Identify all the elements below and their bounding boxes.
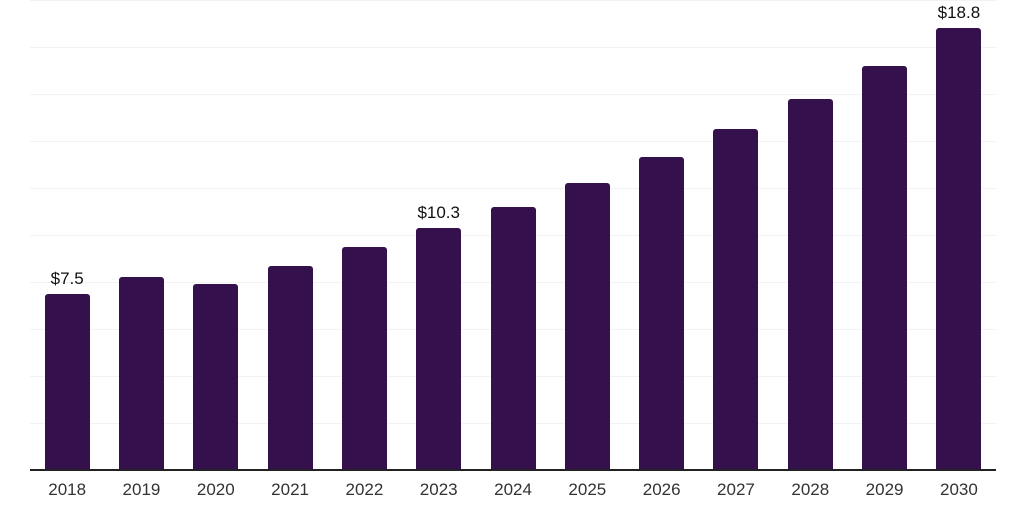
x-tick-label: 2029 <box>865 480 904 499</box>
bar-band <box>253 0 327 470</box>
bar-value-label: $10.3 <box>417 202 460 222</box>
bar: $18.8 <box>936 3 982 470</box>
x-tick-label: 2027 <box>717 480 755 499</box>
bar <box>639 157 685 470</box>
bar <box>490 206 536 470</box>
gridline <box>30 0 996 1</box>
bar <box>564 183 610 470</box>
bar-band <box>104 0 178 470</box>
bar: $10.3 <box>416 203 462 470</box>
bar-band: $18.8 <box>922 0 996 470</box>
bar-band <box>625 0 699 470</box>
x-tick-label: 2022 <box>345 480 384 499</box>
x-tick-label: 2028 <box>791 480 830 499</box>
bar-series: $7.5 $10.3 $18.8 <box>30 0 996 470</box>
x-tick-label: 2018 <box>48 480 87 499</box>
x-tick-label: 2030 <box>939 480 978 499</box>
x-tick-label: 2023 <box>419 480 458 499</box>
bar-band <box>327 0 401 470</box>
x-tick-label: 2019 <box>122 480 161 499</box>
bar <box>713 129 759 470</box>
bar <box>118 277 164 470</box>
x-axis-line <box>30 469 996 471</box>
gridline <box>30 47 996 48</box>
gridline <box>30 188 996 189</box>
bar-value-label: $7.5 <box>50 268 84 288</box>
bar-band <box>476 0 550 470</box>
x-tick-label: 2025 <box>568 480 607 499</box>
gridline <box>30 94 996 95</box>
bar-band <box>550 0 624 470</box>
x-tick-label: 2024 <box>494 480 532 499</box>
gridline <box>30 141 996 142</box>
bar <box>787 98 833 470</box>
bar-value-label: $18.8 <box>937 3 981 23</box>
plot-area: $7.5 $10.3 $18.8 <box>30 0 996 470</box>
bar-band: $10.3 <box>402 0 476 470</box>
bar <box>341 246 387 470</box>
bar <box>267 265 313 470</box>
x-tick-label: 2026 <box>642 480 681 499</box>
bar-band <box>699 0 773 470</box>
bar-band <box>179 0 253 470</box>
x-tick-label: 2021 <box>271 480 309 499</box>
bar-band <box>773 0 847 470</box>
x-axis-tick-labels: 2018 2019 2020 2021 2022 2023 2024 2025 2026 2027… <box>30 480 996 500</box>
bar <box>193 284 239 470</box>
bar <box>862 65 908 470</box>
bar: $7.5 <box>44 269 90 470</box>
bar-band: $7.5 <box>30 0 104 470</box>
x-tick-label: 2020 <box>196 480 235 499</box>
bar-band <box>847 0 921 470</box>
